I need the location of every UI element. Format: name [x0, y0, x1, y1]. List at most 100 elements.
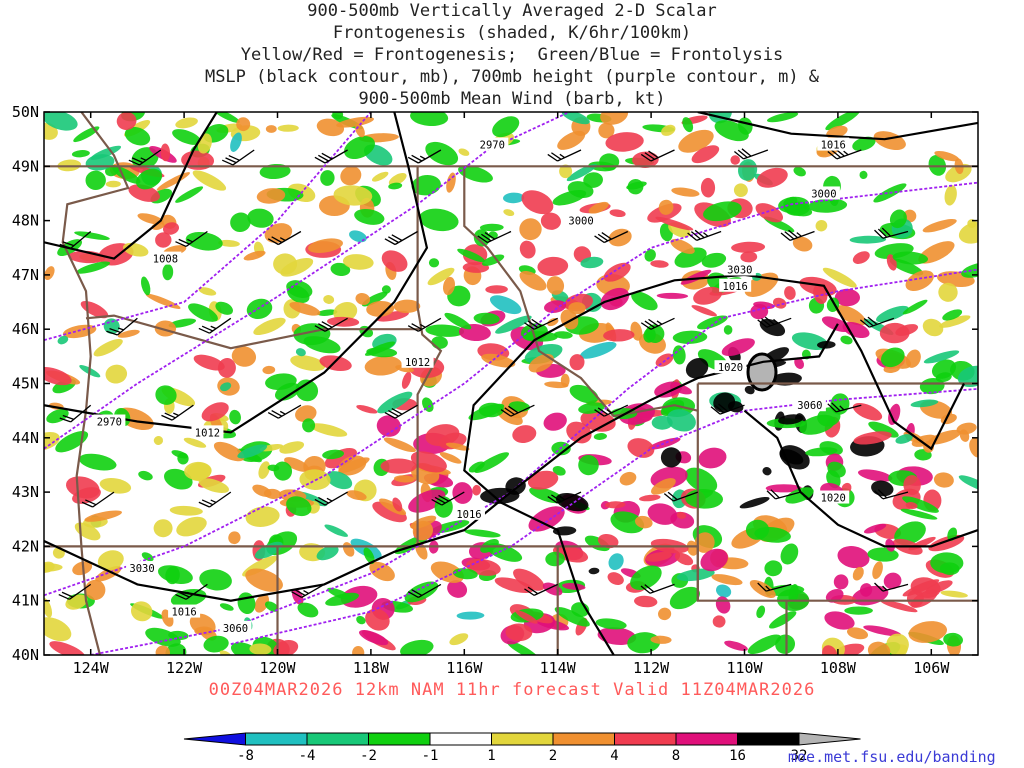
shading-patch: [666, 409, 696, 432]
mslp-label-bg: [401, 354, 434, 368]
shading-patch: [583, 172, 603, 188]
shading-patch: [684, 467, 718, 493]
shading-patch: [580, 256, 604, 269]
wind-barbs: [58, 148, 909, 600]
shading-patch: [295, 405, 317, 423]
lon-tick-label: 106W: [913, 659, 950, 677]
shading-patch: [840, 335, 853, 345]
shading-patch: [772, 297, 787, 309]
shading-patch: [744, 385, 755, 395]
shading-patch: [619, 471, 637, 486]
shading-patch: [264, 223, 293, 244]
shading-patch: [867, 641, 891, 655]
colorbar-label: -4: [299, 748, 316, 764]
shading-patch: [902, 496, 939, 513]
shading-patch: [458, 148, 470, 156]
shading-patch: [543, 412, 567, 431]
shading-patch: [55, 430, 89, 453]
shading-patch: [230, 132, 242, 152]
shading-patch: [371, 171, 389, 182]
shading-patch: [519, 270, 547, 291]
mslp-label-bg: [168, 604, 201, 618]
shading-patch: [503, 192, 525, 204]
shading-patch: [237, 444, 268, 459]
shading-patch: [749, 580, 776, 598]
colorbar-label: -8: [237, 748, 254, 764]
shading-patch: [198, 287, 217, 296]
wind-barb: [384, 230, 418, 246]
mslp-contour: [743, 409, 978, 548]
shading-patch: [254, 594, 270, 613]
shading-patch: [723, 325, 733, 335]
shading-patch: [608, 228, 632, 247]
wind-barb: [874, 489, 909, 500]
shading-patch: [302, 418, 316, 433]
shading-patch: [630, 565, 662, 590]
shading-patch: [956, 422, 977, 435]
wind-barb: [198, 491, 232, 508]
shading-patch: [295, 348, 306, 357]
shading-patch: [168, 318, 197, 328]
shading-patch: [691, 305, 717, 317]
shading-patch: [181, 150, 215, 170]
wind-barb: [524, 583, 558, 596]
shading-patch: [872, 561, 883, 580]
shading-patch: [794, 357, 804, 369]
shading-patch: [876, 305, 909, 323]
shading-patch: [237, 592, 256, 615]
shading-patch: [176, 516, 207, 537]
shading-patch: [155, 645, 170, 655]
shading-patch: [928, 534, 965, 552]
shading-patch: [323, 295, 335, 304]
shading-patch: [603, 262, 631, 282]
shading-patch: [340, 166, 362, 186]
shading-patch: [756, 605, 766, 619]
shading-patch: [228, 531, 241, 545]
shading-patch: [958, 221, 978, 244]
shading-patch: [766, 584, 805, 597]
shading-patch: [481, 353, 516, 368]
height-label-bg: [219, 620, 252, 634]
shading-patch: [701, 252, 727, 268]
wind-barb: [267, 404, 302, 419]
shading-patch: [910, 399, 939, 408]
mslp-label-bg: [817, 490, 850, 504]
shading-patch: [569, 354, 585, 371]
height-label: 2970: [480, 140, 505, 152]
lon-tick-label: 112W: [633, 659, 670, 677]
title-line-2: Frontogenesis (shaded, K/6hr/100km): [332, 23, 692, 43]
shading-patch: [714, 120, 749, 142]
lon-tick-label: 120W: [259, 659, 296, 677]
shading-patch: [273, 461, 293, 481]
shading-patch: [645, 551, 672, 562]
wind-barb: [175, 583, 208, 600]
shading-patch: [672, 345, 686, 365]
shading-patch: [598, 122, 615, 139]
height-contour: [44, 112, 572, 450]
shading-patch: [252, 484, 272, 497]
shading-patch: [162, 264, 174, 281]
shading-patch: [243, 250, 266, 261]
shading-patch: [464, 529, 501, 538]
shading-patch: [739, 496, 770, 509]
shading-patch: [275, 382, 300, 401]
colorbar-label: 32: [791, 748, 808, 764]
shading-patch: [366, 347, 398, 358]
shading-patch: [366, 300, 395, 317]
shading-patch: [837, 546, 870, 569]
wind-barb: [198, 317, 232, 334]
colorbar-segment: [675, 732, 738, 746]
lon-tick-label: 116W: [446, 659, 483, 677]
shading-patch: [928, 429, 962, 445]
shading-patch: [217, 358, 236, 378]
shading-patch: [934, 150, 960, 162]
shading-patch: [566, 163, 597, 182]
mslp-label-bg: [719, 278, 752, 292]
shading-patch: [326, 471, 353, 490]
shading-patch: [691, 145, 720, 164]
shading-patch: [346, 490, 367, 501]
shading-patch: [682, 117, 694, 133]
shading-patch: [333, 185, 373, 206]
shading-patch: [721, 338, 755, 356]
shading-patch: [359, 630, 389, 646]
